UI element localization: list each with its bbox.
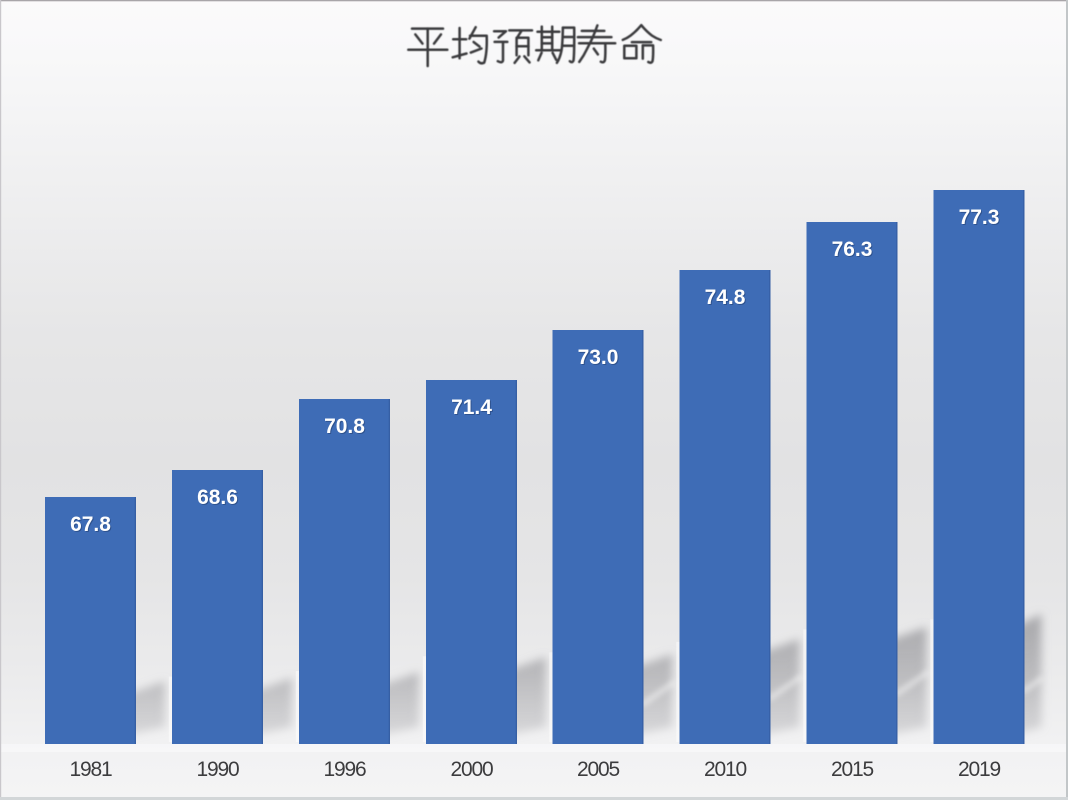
svg-text:1981: 1981 (70, 758, 112, 781)
svg-text:73.0: 73.0 (578, 346, 619, 369)
svg-text:74.8: 74.8 (706, 287, 747, 310)
svg-text:67.8: 67.8 (71, 514, 112, 537)
svg-text:68.6: 68.6 (197, 486, 238, 509)
svg-text:2019: 2019 (958, 758, 1000, 781)
svg-text:2000: 2000 (451, 758, 493, 781)
svg-text:70.8: 70.8 (324, 415, 365, 438)
svg-text:76.3: 76.3 (833, 239, 874, 262)
svg-text:71.4: 71.4 (451, 396, 492, 419)
svg-text:68.6: 68.6 (198, 487, 239, 510)
svg-text:76.3: 76.3 (832, 238, 873, 261)
svg-text:70.8: 70.8 (325, 416, 366, 439)
svg-text:71.4: 71.4 (452, 397, 493, 420)
svg-text:1996: 1996 (324, 758, 366, 781)
svg-text:2015: 2015 (831, 758, 873, 781)
svg-text:77.3: 77.3 (959, 206, 1000, 229)
svg-text:77.3: 77.3 (960, 207, 1001, 230)
svg-text:2010: 2010 (704, 758, 746, 781)
svg-text:1990: 1990 (197, 758, 239, 781)
svg-text:73.0: 73.0 (579, 347, 620, 370)
svg-text:74.8: 74.8 (705, 286, 746, 309)
svg-text:2005: 2005 (577, 758, 619, 781)
svg-text:67.8: 67.8 (70, 513, 111, 536)
